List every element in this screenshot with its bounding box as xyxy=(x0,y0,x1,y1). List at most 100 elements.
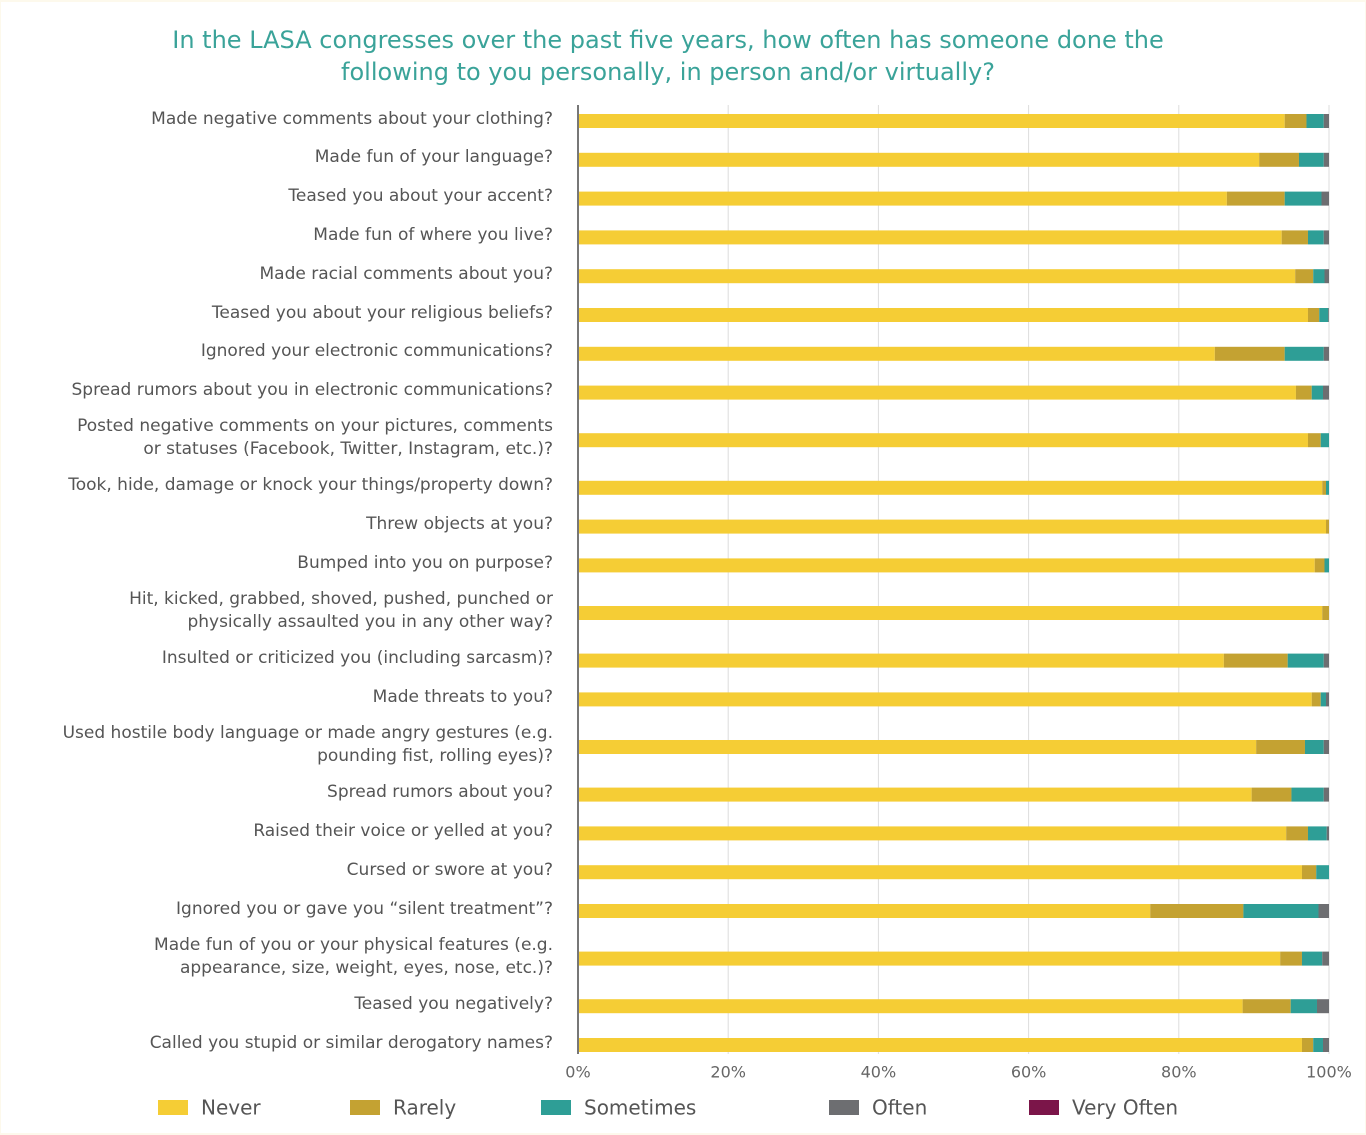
bar-segment xyxy=(1280,951,1302,966)
bar-segment xyxy=(1326,826,1329,841)
category-label: Made racial comments about you? xyxy=(259,263,554,284)
legend-swatch xyxy=(158,1100,188,1115)
bar-segment xyxy=(1284,191,1322,206)
bar-segment xyxy=(578,826,1287,841)
category-label: Insulted or criticized you (including sa… xyxy=(161,648,553,669)
category-label: Posted negative comments on your picture… xyxy=(77,416,553,460)
bar-segment xyxy=(1256,740,1305,754)
bar-segment xyxy=(1306,114,1324,128)
bar-segment xyxy=(578,558,1315,573)
bar-segment xyxy=(578,152,1260,167)
bar-segment xyxy=(1316,865,1329,880)
category-label: Raised their voice or yelled at you? xyxy=(253,820,553,841)
category-label: Made threats to you? xyxy=(372,686,553,707)
bar-segment xyxy=(578,191,1227,206)
bar-segment xyxy=(578,385,1296,400)
bar-segment xyxy=(1328,308,1329,322)
bar-segment xyxy=(1214,346,1285,361)
legend-label: Rarely xyxy=(393,1096,456,1120)
bar-segment xyxy=(1318,904,1329,918)
bar-segment xyxy=(578,865,1302,880)
legend-swatch xyxy=(829,1100,859,1115)
x-tick-label: 20% xyxy=(710,1063,746,1082)
bar-segment xyxy=(578,114,1285,128)
category-label: Made negative comments about your clothi… xyxy=(151,108,553,129)
category-label: Used hostile body language or made angry… xyxy=(62,723,553,766)
bar-segment xyxy=(578,999,1243,1014)
legend-swatch xyxy=(350,1100,380,1115)
bar-segment xyxy=(1323,740,1329,754)
bar-segment xyxy=(1323,653,1329,668)
x-tick-label: 100% xyxy=(1306,1063,1352,1082)
bar-segment xyxy=(578,606,1323,620)
legend-label: Very Often xyxy=(1072,1096,1178,1120)
bar-segment xyxy=(1313,269,1325,284)
category-label: Bumped into you on purpose? xyxy=(297,552,553,573)
bar-segment xyxy=(578,1038,1302,1052)
bar-segment xyxy=(1320,692,1326,707)
bar-segment xyxy=(1324,558,1329,573)
bar-segment xyxy=(578,480,1323,495)
bar-segment xyxy=(1304,740,1324,754)
bar-segment xyxy=(1313,1038,1323,1052)
bar-segment xyxy=(1295,269,1314,284)
bar-segment xyxy=(1301,951,1323,966)
legend-label: Often xyxy=(872,1096,927,1120)
x-tick-label: 0% xyxy=(565,1063,590,1082)
bar-segment xyxy=(1295,385,1312,400)
bar-segment xyxy=(1150,904,1244,918)
category-label: Made fun of your language? xyxy=(314,147,553,168)
chart-title: In the LASA congresses over the past fiv… xyxy=(172,26,1164,86)
category-label: Spread rumors about you? xyxy=(327,782,553,803)
category-label: Took, hide, damage or knock your things/… xyxy=(68,475,553,496)
bar-segment xyxy=(578,740,1257,754)
bar-segment xyxy=(1319,308,1329,322)
bar-segment xyxy=(1298,152,1324,167)
bar-segment xyxy=(1242,999,1291,1014)
bar-segment xyxy=(578,519,1326,534)
bar-segment xyxy=(1251,787,1292,802)
bar-segment xyxy=(1322,385,1329,400)
bar-segment xyxy=(1307,826,1327,841)
category-label: Hit, kicked, grabbed, shoved, pushed, pu… xyxy=(129,589,553,632)
bar-segment xyxy=(1287,653,1324,668)
bar-segment xyxy=(1325,480,1329,495)
bar-segment xyxy=(1314,558,1325,573)
bar-segment xyxy=(1291,787,1324,802)
bar-segment xyxy=(1223,653,1288,668)
bar-segment xyxy=(1323,230,1329,245)
category-label: Teased you about your religious beliefs? xyxy=(211,302,553,323)
bar-segment xyxy=(1311,692,1321,707)
bar-segment xyxy=(578,653,1224,668)
bar-segment xyxy=(578,904,1151,918)
category-label: Ignored you or gave you “silent treatmen… xyxy=(176,898,553,919)
bar-segment xyxy=(1290,999,1317,1014)
category-label: Spread rumors about you in electronic co… xyxy=(71,380,553,401)
bar-segment xyxy=(1325,692,1329,707)
x-tick-label: 40% xyxy=(861,1063,897,1082)
bar-segment xyxy=(578,346,1215,361)
category-label: Cursed or swore at you? xyxy=(346,859,553,880)
bar-segment xyxy=(1322,951,1329,966)
bar-segment xyxy=(1325,519,1329,534)
bar-segment xyxy=(1281,230,1308,245)
bar-segment xyxy=(1311,385,1323,400)
x-tick-label: 80% xyxy=(1161,1063,1197,1082)
bar-segment xyxy=(1307,433,1321,448)
bar-segment xyxy=(1243,904,1319,918)
category-label: Called you stupid or similar derogatory … xyxy=(149,1032,553,1053)
legend-swatch xyxy=(541,1100,571,1115)
bar-segment xyxy=(1307,308,1320,322)
bar-segment xyxy=(578,951,1281,966)
category-label: Made fun of where you live? xyxy=(313,224,553,245)
bar-segment xyxy=(1323,346,1329,361)
category-label: Teased you about your accent? xyxy=(288,186,553,207)
bar-segment xyxy=(1322,480,1326,495)
bar-segment xyxy=(1323,114,1329,128)
bar-segment xyxy=(1322,606,1329,620)
bar-segment xyxy=(1320,433,1329,448)
x-tick-label: 60% xyxy=(1011,1063,1047,1082)
bar-segment xyxy=(578,269,1296,284)
bar-segment xyxy=(578,692,1312,707)
